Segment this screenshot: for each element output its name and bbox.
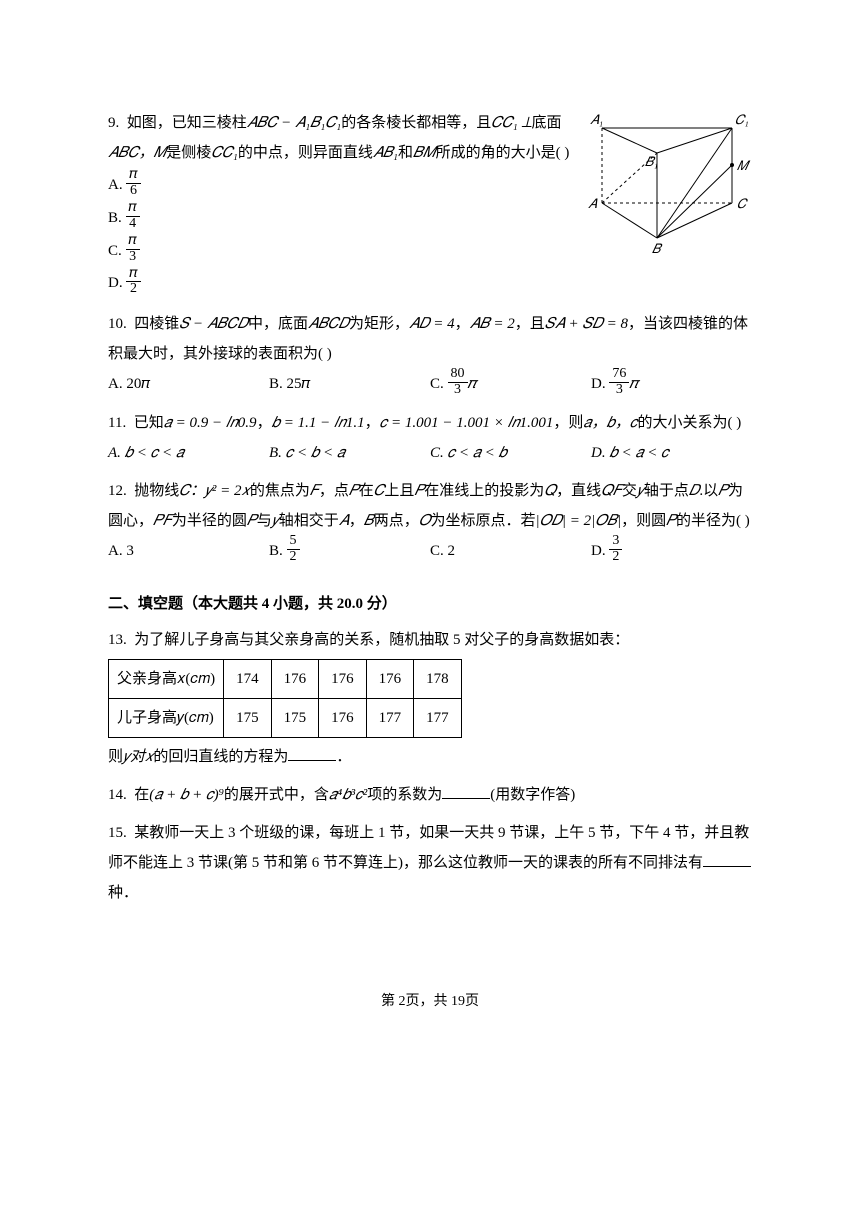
question-9: 𝐴₁ 𝐶₁ 𝐵₁ 𝑀 𝐴 𝐶 𝐵 9. 如图，已知三棱柱𝐴𝐵𝐶 − 𝐴₁𝐵₁𝐶₁… (108, 108, 752, 301)
question-11: 11. 已知𝑎 = 0.9 − 𝑙𝑛0.9，𝑏 = 1.1 − 𝑙𝑛1.1，𝑐 … (108, 408, 752, 468)
q11-option-c[interactable]: C. 𝑐 < 𝑎 < 𝑏 (430, 438, 591, 468)
q9-number: 9. (108, 115, 119, 131)
q13-text: 为了解儿子身高与其父亲身高的关系，随机抽取 5 对父子的身高数据如表： (134, 632, 629, 648)
q10-option-c[interactable]: C. 803𝜋 (430, 369, 591, 400)
table-cell: 174 (224, 659, 272, 698)
fill-blank[interactable] (288, 746, 336, 761)
table-cell: 175 (271, 698, 319, 737)
fill-blank[interactable] (442, 784, 490, 799)
page-footer: 第 2页，共 19页 (108, 988, 752, 1016)
svg-text:𝐵₁: 𝐵₁ (645, 154, 658, 169)
section-2-title: 二、填空题（本大题共 4 小题，共 20.0 分） (108, 589, 752, 619)
q12-option-a[interactable]: A. 3 (108, 536, 269, 567)
q10-number: 10. (108, 316, 127, 332)
question-14: 14. 在(𝑎 + 𝑏 + 𝑐)⁹的展开式中，含𝑎⁴𝑏³𝑐²项的系数为(用数字作… (108, 780, 752, 810)
q10-option-d[interactable]: D. 763𝜋 (591, 369, 752, 400)
q11-text: 已知𝑎 = 0.9 − 𝑙𝑛0.9，𝑏 = 1.1 − 𝑙𝑛1.1，𝑐 = 1.… (134, 415, 742, 431)
svg-text:𝐴: 𝐴 (588, 196, 598, 211)
q13-number: 13. (108, 632, 127, 648)
q11-option-b[interactable]: B. 𝑐 < 𝑏 < 𝑎 (269, 438, 430, 468)
svg-text:𝐵: 𝐵 (652, 241, 663, 256)
table-cell: 176 (319, 698, 367, 737)
table-cell: 177 (414, 698, 462, 737)
question-10: 10. 四棱锥𝑆 − 𝐴𝐵𝐶𝐷中，底面𝐴𝐵𝐶𝐷为矩形，𝐴𝐷 = 4，𝐴𝐵 = 2… (108, 309, 752, 400)
table-cell: 176 (319, 659, 367, 698)
q12-option-d[interactable]: D. 32 (591, 536, 752, 567)
svg-text:𝐶₁: 𝐶₁ (735, 112, 749, 127)
table-row: 父亲身高𝑥(𝑐𝑚) 174 176 176 176 178 (109, 659, 462, 698)
fill-blank[interactable] (703, 852, 751, 867)
table-cell: 177 (366, 698, 414, 737)
q9-option-d[interactable]: D. 𝜋2 (108, 268, 752, 299)
svg-text:𝐶: 𝐶 (737, 196, 749, 211)
table-row: 儿子身高𝑦(𝑐𝑚) 175 175 176 177 177 (109, 698, 462, 737)
q15-number: 15. (108, 825, 127, 841)
q12-option-b[interactable]: B. 52 (269, 536, 430, 567)
prism-figure: 𝐴₁ 𝐶₁ 𝐵₁ 𝑀 𝐴 𝐶 𝐵 (582, 108, 752, 269)
table-cell: 176 (366, 659, 414, 698)
table-header-x: 父亲身高𝑥(𝑐𝑚) (109, 659, 224, 698)
q10-text: 四棱锥𝑆 − 𝐴𝐵𝐶𝐷中，底面𝐴𝐵𝐶𝐷为矩形，𝐴𝐷 = 4，𝐴𝐵 = 2，且𝑆𝐴… (108, 316, 748, 362)
q11-option-a[interactable]: A. 𝑏 < 𝑐 < 𝑎 (108, 438, 269, 468)
table-cell: 176 (271, 659, 319, 698)
q11-option-d[interactable]: D. 𝑏 < 𝑎 < 𝑐 (591, 438, 752, 468)
q13-table: 父亲身高𝑥(𝑐𝑚) 174 176 176 176 178 儿子身高𝑦(𝑐𝑚) … (108, 659, 462, 738)
table-header-y: 儿子身高𝑦(𝑐𝑚) (109, 698, 224, 737)
question-15: 15. 某教师一天上 3 个班级的课，每班上 1 节，如果一天共 9 节课，上午… (108, 818, 752, 908)
question-13: 13. 为了解儿子身高与其父亲身高的关系，随机抽取 5 对父子的身高数据如表： … (108, 625, 752, 772)
q11-number: 11. (108, 415, 126, 431)
svg-text:𝑀: 𝑀 (737, 158, 751, 173)
q10-option-b[interactable]: B. 25𝜋 (269, 369, 430, 400)
table-cell: 175 (224, 698, 272, 737)
q12-number: 12. (108, 483, 127, 499)
q12-text: 抛物线𝐶：𝑦² = 2𝑥的焦点为𝐹，点𝑃在𝐶上且𝑃在准线上的投影为𝑄，直线𝑄𝐹交… (108, 483, 750, 529)
q15-text: 某教师一天上 3 个班级的课，每班上 1 节，如果一天共 9 节课，上午 5 节… (108, 825, 749, 871)
q12-option-c[interactable]: C. 2 (430, 536, 591, 567)
q9-text: 如图，已知三棱柱𝐴𝐵𝐶 − 𝐴₁𝐵₁𝐶₁的各条棱长都相等，且𝐶𝐶₁ ⊥底面 𝐴𝐵… (108, 115, 569, 161)
table-cell: 178 (414, 659, 462, 698)
q13-followup: 则 (108, 749, 123, 765)
svg-text:𝐴₁: 𝐴₁ (590, 112, 603, 127)
question-12: 12. 抛物线𝐶：𝑦² = 2𝑥的焦点为𝐹，点𝑃在𝐶上且𝑃在准线上的投影为𝑄，直… (108, 476, 752, 567)
q14-number: 14. (108, 787, 127, 803)
q10-option-a[interactable]: A. 20𝜋 (108, 369, 269, 400)
